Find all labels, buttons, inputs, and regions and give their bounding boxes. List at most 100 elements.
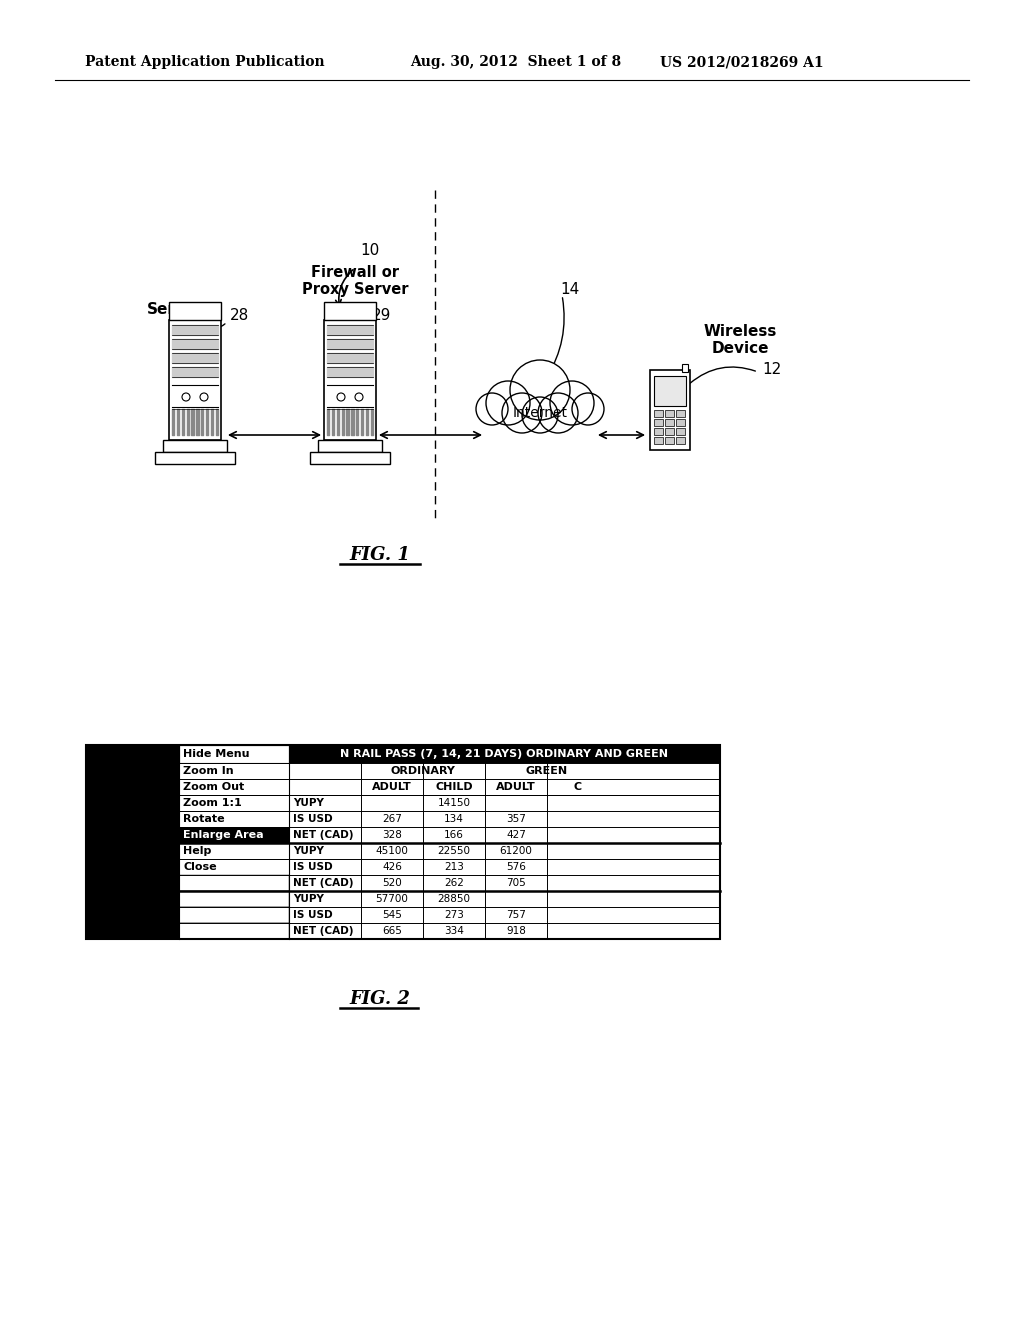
Bar xyxy=(179,843,289,859)
Bar xyxy=(86,875,179,891)
Bar xyxy=(654,428,663,436)
Bar xyxy=(86,891,179,907)
Bar xyxy=(169,302,221,319)
Text: 427: 427 xyxy=(506,830,526,840)
Bar xyxy=(654,411,663,417)
Text: 357: 357 xyxy=(506,814,526,824)
Text: US 2012/0218269 A1: US 2012/0218269 A1 xyxy=(660,55,823,69)
Text: Help: Help xyxy=(183,846,211,855)
Bar xyxy=(654,418,663,426)
Bar xyxy=(86,828,179,843)
Text: NET (CAD): NET (CAD) xyxy=(293,927,353,936)
Text: IS USD: IS USD xyxy=(293,814,333,824)
Bar xyxy=(179,744,289,763)
Text: FIG. 1: FIG. 1 xyxy=(349,546,411,564)
Circle shape xyxy=(550,381,594,425)
Text: 576: 576 xyxy=(506,862,526,873)
Bar xyxy=(86,907,179,923)
Bar xyxy=(86,779,179,795)
Bar xyxy=(86,744,179,763)
Text: Zoom 1:1: Zoom 1:1 xyxy=(183,799,242,808)
Text: 28850: 28850 xyxy=(437,894,470,904)
Circle shape xyxy=(182,393,190,401)
Text: 426: 426 xyxy=(382,862,402,873)
Text: Enlarge Area: Enlarge Area xyxy=(183,830,263,840)
Text: Firewall or
Proxy Server: Firewall or Proxy Server xyxy=(302,265,409,297)
Bar xyxy=(650,370,690,450)
Bar xyxy=(179,763,289,779)
Bar xyxy=(676,411,685,417)
Text: 57700: 57700 xyxy=(376,894,409,904)
Text: FIG. 2: FIG. 2 xyxy=(349,990,411,1008)
Circle shape xyxy=(572,393,604,425)
Text: Wireless
Device: Wireless Device xyxy=(703,323,776,356)
Text: Internet: Internet xyxy=(512,407,567,420)
Text: Zoom In: Zoom In xyxy=(183,766,233,776)
Circle shape xyxy=(486,381,530,425)
Bar xyxy=(324,319,376,440)
Bar xyxy=(86,763,179,779)
Text: C: C xyxy=(573,781,582,792)
Text: 14: 14 xyxy=(560,282,580,297)
Text: IS USD: IS USD xyxy=(293,862,333,873)
Text: 14150: 14150 xyxy=(437,799,470,808)
Text: 757: 757 xyxy=(506,909,526,920)
Bar xyxy=(310,451,390,465)
Text: GREEN: GREEN xyxy=(526,766,568,776)
Text: 262: 262 xyxy=(444,878,464,888)
Text: Patent Application Publication: Patent Application Publication xyxy=(85,55,325,69)
Circle shape xyxy=(502,393,542,433)
Text: 334: 334 xyxy=(444,927,464,936)
Bar xyxy=(86,923,179,939)
Text: 918: 918 xyxy=(506,927,526,936)
Bar xyxy=(179,779,289,795)
Text: Aug. 30, 2012  Sheet 1 of 8: Aug. 30, 2012 Sheet 1 of 8 xyxy=(410,55,622,69)
Bar xyxy=(179,828,289,843)
Bar xyxy=(179,859,289,875)
Text: Rotate: Rotate xyxy=(183,814,224,824)
Text: 520: 520 xyxy=(382,878,401,888)
Circle shape xyxy=(476,393,508,425)
Bar xyxy=(169,319,221,440)
Bar xyxy=(86,843,179,859)
Bar xyxy=(86,744,720,939)
Text: Hide Menu: Hide Menu xyxy=(183,748,250,759)
Bar xyxy=(86,795,179,810)
Text: NET (CAD): NET (CAD) xyxy=(293,830,353,840)
Bar xyxy=(179,795,289,810)
Bar xyxy=(179,923,289,939)
Text: 665: 665 xyxy=(382,927,402,936)
Circle shape xyxy=(538,393,578,433)
Bar xyxy=(665,411,674,417)
Bar xyxy=(665,418,674,426)
Text: NET (CAD): NET (CAD) xyxy=(293,878,353,888)
Text: 328: 328 xyxy=(382,830,402,840)
Bar xyxy=(676,418,685,426)
Text: ADULT: ADULT xyxy=(496,781,536,792)
Bar xyxy=(324,302,376,319)
Text: 22550: 22550 xyxy=(437,846,470,855)
Bar xyxy=(155,451,234,465)
Text: YUPY: YUPY xyxy=(293,846,324,855)
Bar xyxy=(682,364,688,372)
Text: 61200: 61200 xyxy=(500,846,532,855)
Text: ORDINARY: ORDINARY xyxy=(390,766,456,776)
Text: 545: 545 xyxy=(382,909,402,920)
Text: 267: 267 xyxy=(382,814,402,824)
Circle shape xyxy=(200,393,208,401)
Bar xyxy=(179,875,289,891)
Bar xyxy=(86,810,179,828)
Bar xyxy=(163,440,227,451)
Text: 12: 12 xyxy=(762,363,781,378)
Text: 213: 213 xyxy=(444,862,464,873)
Bar xyxy=(179,907,289,923)
Text: 273: 273 xyxy=(444,909,464,920)
Text: 45100: 45100 xyxy=(376,846,409,855)
Bar xyxy=(179,891,289,907)
Circle shape xyxy=(337,393,345,401)
Text: N RAIL PASS (7, 14, 21 DAYS) ORDINARY AND GREEN: N RAIL PASS (7, 14, 21 DAYS) ORDINARY AN… xyxy=(341,748,669,759)
Bar xyxy=(676,428,685,436)
Bar xyxy=(86,859,179,875)
Text: 28: 28 xyxy=(230,308,249,322)
Bar xyxy=(665,428,674,436)
